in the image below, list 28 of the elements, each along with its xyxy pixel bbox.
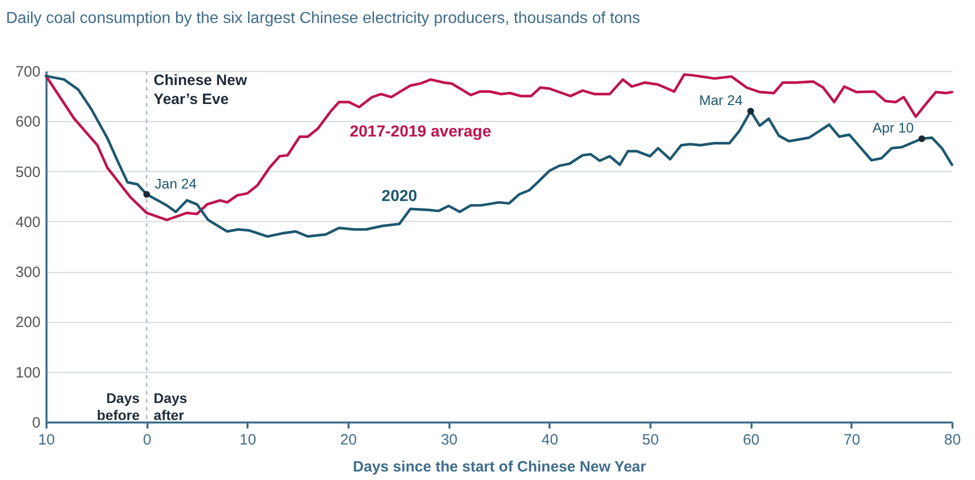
annotation: Days after bbox=[154, 390, 188, 423]
x-tick-label: 70 bbox=[843, 432, 860, 448]
x-axis-title: Days since the start of Chinese New Year bbox=[352, 458, 646, 476]
series-label: 2020 bbox=[382, 188, 418, 205]
chart-title: Daily coal consumption by the six largest Chinese electricity producers, thousands of tons bbox=[6, 10, 640, 27]
y-tick-label: 700 bbox=[15, 64, 40, 80]
annotation: Jan 24 bbox=[154, 175, 197, 192]
x-tick-label: 60 bbox=[742, 432, 760, 448]
x-tick-label: 10 bbox=[38, 432, 55, 448]
y-tick-label: 500 bbox=[15, 164, 40, 181]
y-tick-label: 600 bbox=[15, 114, 40, 131]
annotation: Mar 24 bbox=[699, 92, 743, 108]
y-tick-label: 0 bbox=[32, 414, 40, 432]
y-tick-label: 400 bbox=[15, 214, 40, 231]
x-tick-label: 0 bbox=[142, 432, 152, 448]
ref-line-label: Chinese New Year’s Eve bbox=[154, 72, 248, 108]
x-tick-label: 30 bbox=[440, 432, 458, 448]
y-tick-label: 100 bbox=[15, 364, 40, 382]
series-label: 2017-2019 average bbox=[350, 124, 492, 141]
annotation: Days before bbox=[96, 390, 140, 423]
x-tick-label: 40 bbox=[541, 432, 558, 448]
x-tick-label: 10 bbox=[239, 432, 256, 448]
annotation: Apr 10 bbox=[872, 120, 914, 136]
x-tick-label: 20 bbox=[340, 432, 357, 448]
y-tick-label: 200 bbox=[15, 314, 40, 332]
x-tick-label: 50 bbox=[642, 432, 659, 448]
y-tick-label: 300 bbox=[15, 264, 40, 282]
x-tick-label: 80 bbox=[944, 432, 961, 448]
